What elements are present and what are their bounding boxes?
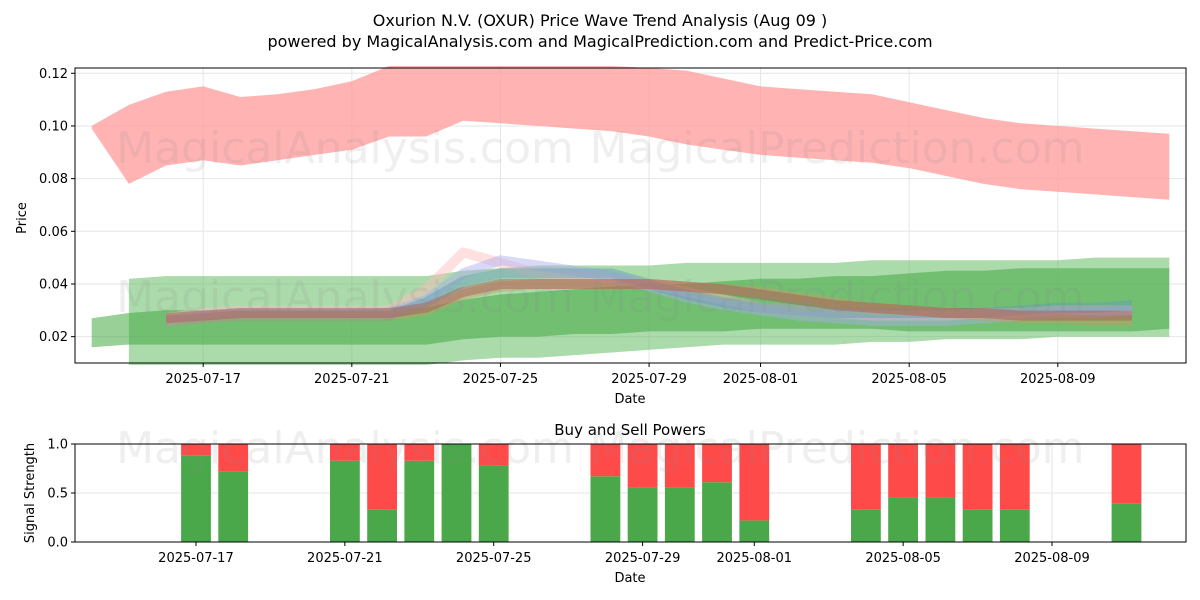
sell-power-bar	[478, 444, 509, 466]
price-y-tick-label: 0.06	[39, 225, 68, 240]
signal-bars	[181, 444, 1142, 542]
figure-title-line1: Oxurion N.V. (OXUR) Price Wave Trend Ana…	[373, 11, 828, 30]
buy-power-bar	[999, 509, 1030, 542]
price-wave-line-2	[165, 268, 1133, 326]
price-x-tick-label: 2025-08-01	[723, 372, 799, 387]
sell-power-bar	[367, 444, 397, 510]
price-bands	[91, 66, 1170, 365]
watermark-mid-right: MagicalPrediction.com	[590, 272, 1085, 323]
buy-power-bar	[478, 465, 509, 542]
price-band-2	[91, 268, 1170, 348]
buy-power-bar	[962, 509, 993, 542]
buy-power-bar	[590, 476, 621, 542]
sell-power-bar	[664, 444, 695, 488]
watermark-mid-left: MagicalAnalysis.com	[116, 272, 574, 323]
sell-power-bar	[218, 444, 249, 472]
buy-power-bar	[925, 497, 956, 542]
sell-power-bar	[404, 444, 435, 461]
sell-power-bar	[627, 444, 658, 488]
price-x-tick-label: 2025-08-05	[871, 372, 947, 387]
price-y-ticks: 0.02 0.04 0.06 0.08 0.10 0.12	[39, 67, 75, 345]
watermark-top-right: MagicalPrediction.com	[590, 123, 1085, 174]
price-x-axis-label: Date	[614, 392, 645, 407]
buy-power-bar	[404, 460, 435, 542]
signal-x-ticks: 2025-07-17 2025-07-21 2025-07-25 2025-07-29…	[158, 542, 1090, 566]
signal-x-tick-label: 2025-07-21	[307, 551, 383, 566]
signal-panel-title: Buy and Sell Powers	[554, 421, 706, 439]
price-wave-line-1	[165, 255, 1133, 326]
sell-power-bar	[1111, 444, 1142, 504]
buy-power-bar	[739, 520, 770, 542]
price-plot-frame	[74, 67, 1187, 364]
sell-power-bar	[590, 444, 621, 477]
price-x-tick-label: 2025-08-09	[1020, 372, 1096, 387]
price-panel: MagicalAnalysis.com MagicalPrediction.co…	[15, 66, 1187, 407]
buy-power-bar	[218, 471, 249, 542]
sell-power-bar	[925, 444, 956, 498]
signal-x-tick-label: 2025-08-05	[865, 551, 941, 566]
buy-power-bar	[702, 482, 732, 542]
sell-power-bar	[702, 444, 732, 483]
price-y-axis-label: Price	[15, 202, 30, 234]
signal-y-tick-label: 1.0	[47, 438, 68, 453]
signal-x-tick-label: 2025-08-09	[1014, 551, 1090, 566]
buy-power-bar	[441, 444, 472, 542]
buy-power-bar	[627, 487, 658, 542]
price-y-tick-label: 0.08	[39, 172, 68, 187]
signal-y-axis-label: Signal Strength	[23, 443, 38, 543]
price-y-tick-label: 0.10	[39, 119, 68, 134]
figure-title-line2: powered by MagicalAnalysis.com and Magic…	[267, 32, 932, 51]
signal-y-ticks: 0.0 0.5 1.0	[47, 438, 75, 551]
price-x-ticks: 2025-07-17 2025-07-21 2025-07-25 2025-07-29…	[165, 363, 1096, 387]
watermark-top-left: MagicalAnalysis.com	[116, 123, 574, 174]
sell-power-bar	[851, 444, 881, 510]
signal-x-tick-label: 2025-08-01	[716, 551, 792, 566]
price-x-tick-label: 2025-07-29	[611, 372, 687, 387]
price-x-tick-label: 2025-07-25	[463, 372, 539, 387]
sell-power-bar	[962, 444, 993, 510]
sell-power-bar	[999, 444, 1030, 510]
signal-x-axis-label: Date	[614, 571, 645, 586]
signal-y-tick-label: 0.5	[47, 487, 68, 502]
price-y-tick-label: 0.02	[39, 330, 68, 345]
signal-x-tick-label: 2025-07-29	[605, 551, 681, 566]
price-wave-line-3	[165, 279, 1133, 326]
signal-panel: Buy and Sell Powers MagicalAnalysis.com …	[23, 421, 1187, 586]
watermark-bottom-left: MagicalAnalysis.com	[116, 423, 574, 474]
signal-x-tick-label: 2025-07-17	[158, 551, 234, 566]
buy-power-bar	[664, 487, 695, 542]
watermark-bottom-right: MagicalPrediction.com	[590, 423, 1085, 474]
price-y-tick-label: 0.12	[39, 67, 68, 82]
price-x-tick-label: 2025-07-17	[165, 372, 241, 387]
price-wave-line-0	[165, 247, 1133, 324]
price-y-tick-label: 0.04	[39, 277, 68, 292]
sell-power-bar	[330, 444, 360, 461]
signal-y-tick-label: 0.0	[47, 536, 68, 551]
sell-power-bar	[739, 444, 770, 521]
signal-x-tick-label: 2025-07-25	[456, 551, 532, 566]
price-band-0	[91, 66, 1170, 200]
price-x-tick-label: 2025-07-21	[314, 372, 390, 387]
buy-power-bar	[1111, 503, 1142, 542]
buy-power-bar	[851, 509, 881, 542]
buy-power-bar	[181, 455, 211, 542]
sell-power-bar	[888, 444, 918, 498]
buy-power-bar	[888, 497, 918, 542]
price-wave-lines	[165, 247, 1133, 326]
sell-power-bar	[181, 444, 211, 456]
price-wave-line-4	[165, 279, 1133, 324]
buy-power-bar	[367, 509, 397, 542]
buy-power-bar	[330, 460, 360, 542]
